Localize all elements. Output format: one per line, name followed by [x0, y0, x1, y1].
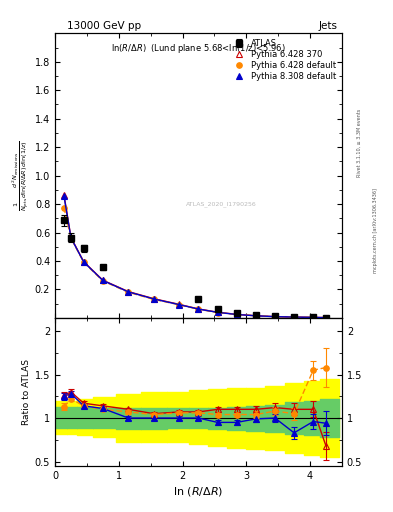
Pythia 6.428 default: [253, 313, 258, 319]
Pythia 8.308 default: [273, 313, 277, 319]
Pythia 8.308 default: [292, 314, 296, 320]
Pythia 6.428 370: [311, 314, 316, 321]
Pythia 6.428 default: [215, 309, 220, 315]
Pythia 8.308 default: [126, 289, 131, 295]
Text: mcplots.cern.ch [arXiv:1306.3436]: mcplots.cern.ch [arXiv:1306.3436]: [373, 188, 378, 273]
Pythia 8.308 default: [177, 302, 182, 308]
Text: ln$(R/\Delta R)$  (Lund plane 5.68<ln(1/z)<5.96): ln$(R/\Delta R)$ (Lund plane 5.68<ln(1/z…: [111, 42, 286, 55]
Pythia 6.428 default: [311, 314, 316, 321]
Pythia 8.308 default: [234, 311, 239, 317]
Pythia 6.428 default: [69, 235, 73, 241]
X-axis label: ln ($R/\Delta R$): ln ($R/\Delta R$): [173, 485, 224, 498]
Pythia 8.308 default: [62, 193, 66, 199]
Line: Pythia 6.428 default: Pythia 6.428 default: [61, 205, 329, 321]
Pythia 6.428 370: [62, 191, 66, 198]
Pythia 8.308 default: [311, 314, 316, 321]
Y-axis label: $\frac{1}{N_\mathrm{jets}}\frac{d^2N_\mathrm{emissions}}{d\ln(R/\Delta R)\,d\ln(: $\frac{1}{N_\mathrm{jets}}\frac{d^2N_\ma…: [10, 140, 31, 211]
Pythia 8.308 default: [253, 313, 258, 319]
Pythia 6.428 370: [126, 288, 131, 294]
Pythia 6.428 default: [126, 289, 131, 295]
Pythia 6.428 370: [81, 259, 86, 265]
Pythia 6.428 370: [323, 314, 328, 321]
Pythia 6.428 370: [234, 311, 239, 317]
Text: 13000 GeV pp: 13000 GeV pp: [67, 20, 141, 31]
Pythia 8.308 default: [151, 296, 156, 302]
Pythia 6.428 370: [273, 313, 277, 319]
Pythia 6.428 default: [177, 302, 182, 308]
Pythia 6.428 default: [292, 314, 296, 320]
Pythia 6.428 370: [292, 314, 296, 320]
Pythia 6.428 370: [215, 309, 220, 315]
Pythia 6.428 default: [234, 311, 239, 317]
Pythia 6.428 default: [81, 260, 86, 266]
Pythia 6.428 default: [101, 278, 105, 284]
Pythia 6.428 370: [253, 313, 258, 319]
Pythia 6.428 default: [323, 314, 328, 321]
Pythia 6.428 default: [196, 306, 201, 312]
Pythia 8.308 default: [81, 259, 86, 265]
Text: ATLAS_2020_I1790256: ATLAS_2020_I1790256: [186, 201, 257, 207]
Text: Rivet 3.1.10, ≥ 3.3M events: Rivet 3.1.10, ≥ 3.3M events: [357, 109, 362, 178]
Pythia 6.428 default: [273, 313, 277, 319]
Pythia 6.428 370: [196, 306, 201, 312]
Pythia 6.428 370: [177, 302, 182, 308]
Pythia 6.428 default: [151, 296, 156, 303]
Y-axis label: Ratio to ATLAS: Ratio to ATLAS: [22, 359, 31, 425]
Text: Jets: Jets: [319, 20, 338, 31]
Pythia 8.308 default: [69, 234, 73, 241]
Pythia 6.428 370: [69, 234, 73, 241]
Pythia 6.428 default: [62, 205, 66, 211]
Pythia 8.308 default: [196, 306, 201, 312]
Pythia 8.308 default: [323, 314, 328, 321]
Line: Pythia 6.428 370: Pythia 6.428 370: [61, 192, 329, 321]
Pythia 6.428 370: [101, 277, 105, 283]
Line: Pythia 8.308 default: Pythia 8.308 default: [61, 193, 329, 321]
Pythia 8.308 default: [215, 309, 220, 315]
Pythia 8.308 default: [101, 278, 105, 284]
Legend: ATLAS, Pythia 6.428 370, Pythia 6.428 default, Pythia 8.308 default: ATLAS, Pythia 6.428 370, Pythia 6.428 de…: [229, 37, 338, 83]
Pythia 6.428 370: [151, 295, 156, 302]
